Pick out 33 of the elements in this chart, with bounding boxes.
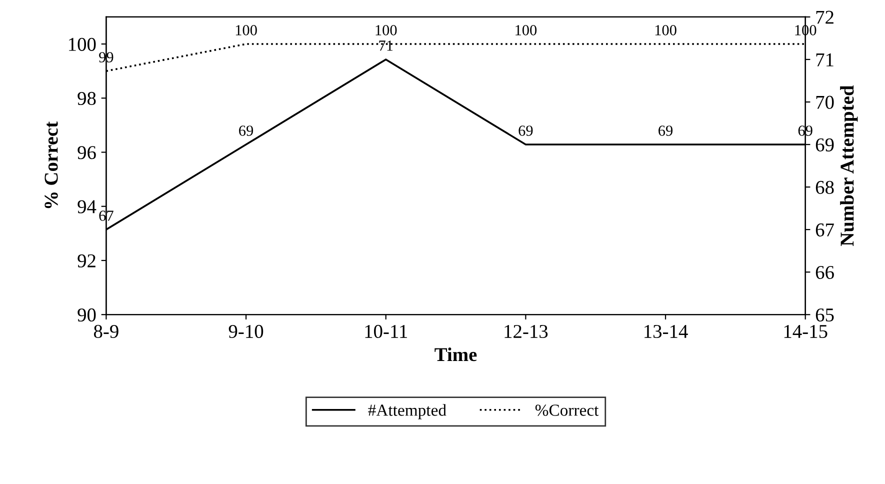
data-label: 69 [239, 126, 254, 136]
x-tick-label: 8-9 [94, 324, 118, 338]
y2-tick-label: 66 [816, 266, 834, 280]
legend-label: #Attempted [368, 404, 446, 420]
y2-tick-label: 71 [816, 53, 834, 66]
y-tick-label: 94 [78, 200, 96, 214]
x-tick-label: 13-14 [644, 324, 688, 338]
y-tick-label: 92 [78, 254, 96, 268]
legend-label: %Correct [535, 404, 599, 416]
data-label: 69 [518, 126, 533, 136]
x-tick-label: 9-10 [228, 324, 264, 338]
y2-tick-label: 69 [816, 138, 834, 152]
x-tick-label: 10-11 [365, 324, 408, 338]
data-label: 100 [376, 25, 397, 36]
y-tick-label: 96 [78, 146, 96, 160]
y2-tick-label: 70 [816, 96, 834, 109]
y2-axis-title: Number Attempted [840, 85, 858, 246]
data-label: 100 [655, 25, 676, 36]
y-tick-label: 98 [78, 92, 96, 106]
y-axis-title: % Correct [44, 121, 58, 208]
data-label: 100 [236, 25, 257, 36]
data-label: 71 [379, 40, 393, 51]
x-axis-title: Time [434, 348, 477, 362]
y2-tick-label: 65 [816, 308, 834, 322]
x-tick-label: 12-13 [504, 324, 548, 338]
x-tick-label: 14-15 [784, 324, 828, 338]
y-tick-label: 100 [69, 38, 96, 51]
y2-tick-label: 72 [816, 10, 834, 24]
data-label: 100 [516, 25, 537, 36]
y2-tick-label: 68 [816, 180, 834, 194]
data-label: 69 [658, 126, 673, 136]
y2-tick-label: 67 [816, 223, 834, 236]
y-tick-label: 90 [78, 308, 96, 322]
